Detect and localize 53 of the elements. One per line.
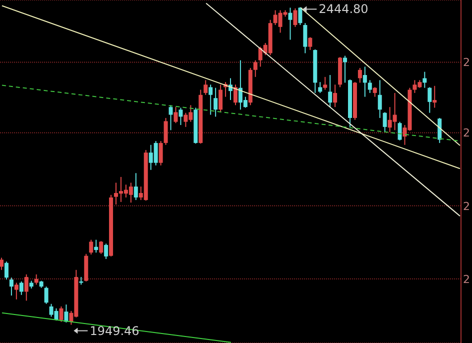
text: 2 — [463, 272, 470, 286]
candlestick — [4, 261, 8, 280]
candlestick — [253, 60, 258, 78]
candlestick — [164, 117, 168, 146]
candlestick — [323, 76, 328, 90]
candlestick — [99, 240, 104, 254]
candlestick — [378, 80, 382, 118]
candlestick — [208, 84, 213, 116]
candlestick — [204, 80, 208, 96]
candlestick — [372, 86, 377, 98]
candlestick — [94, 239, 98, 254]
candlestick — [438, 117, 442, 144]
candlestick — [64, 304, 68, 323]
candlestick — [134, 172, 138, 201]
candlestick — [174, 106, 178, 124]
candlestick — [358, 67, 362, 84]
candlestick — [214, 87, 218, 118]
candlestick — [432, 85, 437, 108]
candlestick — [308, 36, 312, 51]
candlestick — [44, 286, 48, 304]
candlestick — [318, 82, 322, 94]
candlestick — [218, 84, 223, 113]
candlestick — [382, 112, 387, 133]
candlestick — [362, 66, 367, 98]
text: 2 — [463, 200, 470, 213]
candlestick — [343, 55, 348, 84]
candlestick — [14, 282, 18, 300]
candlestick — [298, 6, 302, 26]
annotation: 2444.80 — [318, 2, 368, 16]
text: 2 — [463, 126, 470, 140]
candlestick — [104, 243, 108, 260]
candlestick — [34, 274, 38, 286]
candlestick — [328, 74, 332, 108]
candlestick — [288, 7, 292, 40]
candlestick — [422, 71, 427, 88]
candlestick — [0, 257, 4, 270]
candlestick — [24, 274, 28, 302]
annotation: 1949.46 — [90, 324, 140, 338]
candlestick — [303, 22, 308, 54]
candlestick — [168, 104, 173, 131]
candlestick — [368, 80, 372, 94]
candlestick — [428, 86, 432, 114]
candlestick — [233, 84, 238, 106]
candlestick — [89, 239, 94, 256]
candlestick — [293, 8, 298, 28]
text: 2 — [463, 56, 470, 70]
candlestick — [59, 306, 64, 322]
candlestick — [9, 277, 14, 296]
candlestick — [178, 107, 183, 126]
candlestick — [19, 280, 24, 296]
candlestick — [158, 140, 163, 166]
candlestick — [333, 84, 338, 108]
candlestick — [398, 121, 402, 141]
